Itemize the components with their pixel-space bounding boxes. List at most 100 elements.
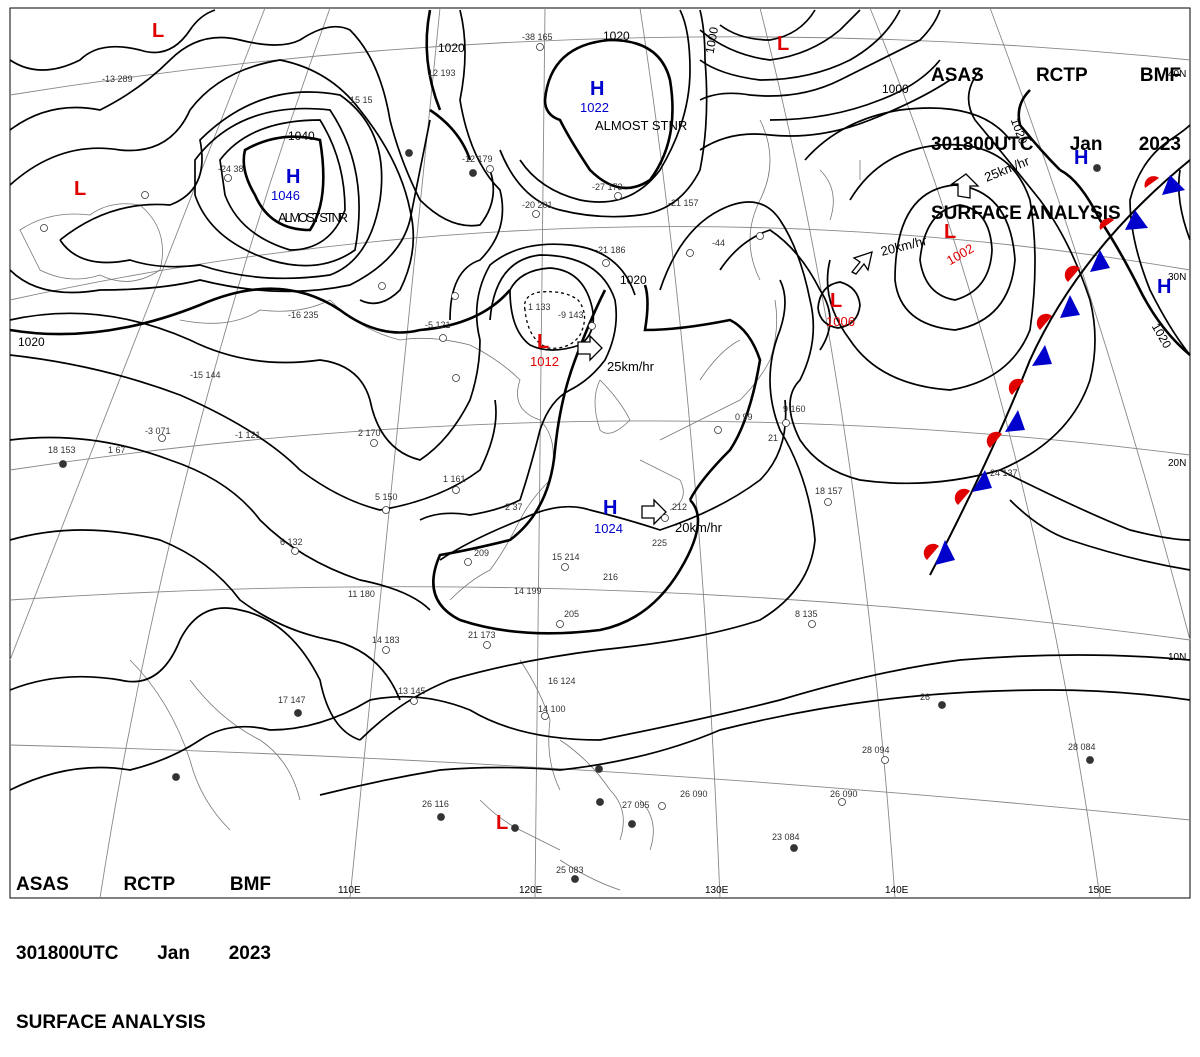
station-circle: [451, 292, 459, 300]
coastlines: [19, 119, 861, 891]
valid-time-line: 301800UTC Jan 2023: [16, 942, 271, 965]
station-label: 28 084: [1068, 742, 1096, 752]
station-circle: [382, 506, 390, 514]
low-marker: L: [496, 812, 508, 834]
station-circle: [614, 192, 622, 200]
station-circle: [628, 820, 636, 828]
station-label: 17 147: [278, 695, 306, 705]
isobar: [429, 108, 472, 161]
motion-arrow: [850, 251, 873, 275]
station-plots: -38 165 -24 38 -13 289 -12 179 -27 173 -…: [48, 32, 1096, 875]
station-circle: [378, 282, 386, 290]
station-circle: [511, 824, 519, 832]
motion-arrow: [949, 173, 980, 199]
station-circle: [452, 486, 460, 494]
isobar: [919, 204, 993, 301]
station-circle: [790, 844, 798, 852]
isobar: [9, 529, 401, 701]
isobar: [769, 59, 941, 121]
low-value: 1012: [530, 354, 559, 369]
cold-front-triangles: [935, 175, 1185, 565]
station-circle: [686, 249, 694, 257]
isobar: [9, 436, 431, 611]
station-label: 225: [652, 538, 667, 548]
station-circle: [464, 558, 472, 566]
station-label: 14 183: [372, 635, 400, 645]
isobar: [9, 287, 511, 336]
station-circle: [661, 514, 669, 522]
station-label: 15 214: [552, 552, 580, 562]
station-label: 26: [920, 692, 930, 702]
isobar: [475, 243, 636, 341]
isobar: [699, 79, 951, 151]
isobar: [699, 9, 861, 61]
station-label: 1 133: [528, 302, 551, 312]
station-circle: [658, 802, 666, 810]
frontal-boundary: [923, 159, 1191, 576]
motion-arrow: [577, 334, 603, 362]
lat-label: 20N: [1168, 458, 1186, 469]
agency-code: RCTP: [1035, 65, 1088, 86]
station-circle: [556, 620, 564, 628]
station-label: -44: [712, 238, 725, 248]
isobar: [1129, 124, 1191, 356]
station-circle: [541, 712, 549, 720]
station-label: 2 37: [505, 502, 523, 512]
lat-label: 10N: [1168, 652, 1186, 663]
station-label: -3 071: [145, 426, 171, 436]
station-circle: [595, 765, 603, 773]
agency-line: ASAS RCTP BMF: [931, 64, 1181, 87]
isobar: [826, 143, 1036, 391]
low-marker: L: [537, 331, 549, 353]
speed-label: 25km/hr: [607, 359, 655, 374]
station-label: 18 153: [48, 445, 76, 455]
low-marker: L: [152, 20, 164, 42]
station-circle: [224, 174, 232, 182]
station-circle: [561, 563, 569, 571]
chart-header-bottom: ASAS RCTP BMF 301800UTC Jan 2023 SURFACE…: [16, 827, 271, 1057]
isobar: [543, 38, 674, 190]
isobar: [967, 69, 1096, 471]
station-label: -1 121: [235, 430, 261, 440]
station-circles-filled: [59, 149, 1101, 883]
station-label: -12 179: [462, 154, 493, 164]
station-label: 16 124: [548, 676, 576, 686]
speed-label: 20km/hr: [675, 520, 723, 535]
station-circle: [881, 756, 889, 764]
pressure-centers: H 1046 ALMOST STNR H 1022 ALMOST STNR H …: [74, 20, 1171, 834]
isobar: [9, 607, 361, 741]
valid-month: Jan: [157, 943, 190, 964]
chart-header-top: ASAS RCTP BMF 301800UTC Jan 2023 SURFACE…: [931, 18, 1181, 248]
station-circle: [370, 439, 378, 447]
isobar: [894, 184, 1016, 331]
isobar: [699, 9, 901, 81]
isobar: [719, 229, 831, 351]
isobar-label: 1020: [620, 273, 647, 287]
station-label: -20 201: [522, 200, 553, 210]
high-marker: H: [1157, 276, 1171, 298]
stationary-note: ALMOST STNR: [278, 210, 348, 225]
isobar: [1009, 499, 1191, 571]
product-title: SURFACE ANALYSIS: [16, 1012, 206, 1033]
low-marker: L: [830, 290, 842, 312]
isobar: [9, 119, 431, 294]
station-circle: [714, 426, 722, 434]
high-value: 1022: [580, 100, 609, 115]
surface-analysis-map: 1020 1020 1000 1000 1040 1020 1020 1020 …: [9, 7, 1191, 899]
isobar: [499, 9, 708, 218]
isobar: [419, 254, 618, 521]
isobar: [425, 9, 442, 111]
lon-label: 110E: [338, 885, 361, 896]
station-label: 8 135: [795, 609, 818, 619]
isobar: [519, 9, 691, 203]
station-label: 209: [474, 548, 489, 558]
isobar-label: 1020: [438, 41, 465, 55]
station-circle: [808, 620, 816, 628]
valid-month: Jan: [1069, 134, 1103, 155]
high-value: 1046: [271, 188, 300, 203]
station-label: 23 084: [772, 832, 800, 842]
station-circle: [291, 547, 299, 555]
station-circle: [938, 701, 946, 709]
station-circle: [596, 798, 604, 806]
product-title: SURFACE ANALYSIS: [931, 203, 1121, 224]
